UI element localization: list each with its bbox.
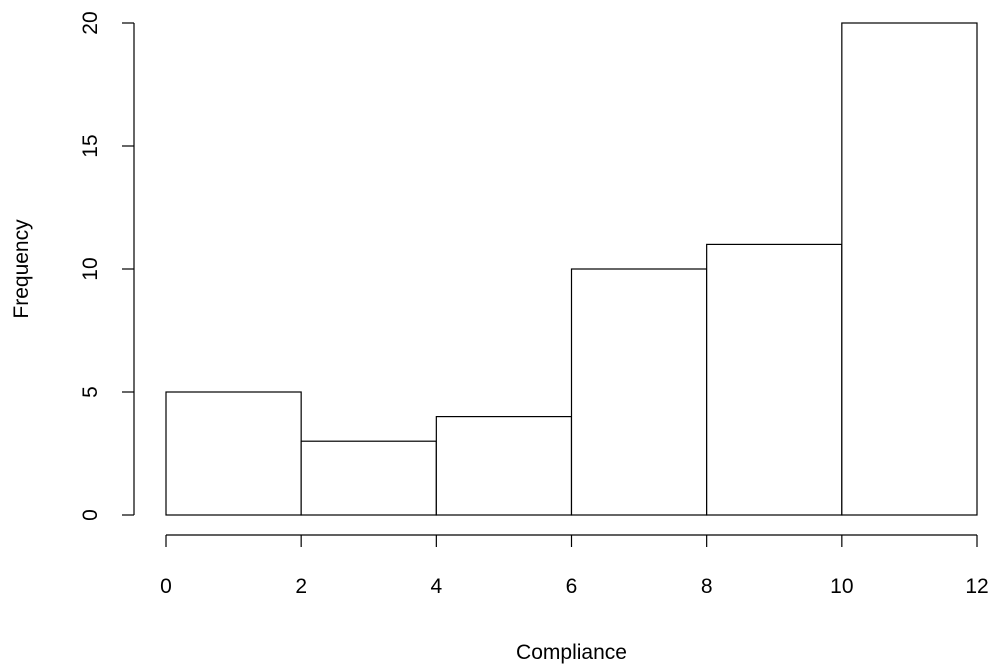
x-tick-label: 8 [701, 575, 713, 598]
y-tick-label: 20 [79, 11, 102, 34]
histogram-bar-2-4 [300, 440, 437, 516]
bars-group [165, 22, 978, 516]
y-tick-label: 10 [79, 257, 102, 280]
y-tick-label: 15 [79, 134, 102, 157]
histogram-bar-10-12 [841, 22, 978, 516]
histogram-bar-0-2 [165, 391, 302, 516]
histogram-bar-8-10 [706, 243, 843, 516]
y-axis-title: Frequency [10, 219, 33, 319]
x-tick-label: 2 [295, 575, 307, 598]
x-tick-label: 4 [430, 575, 442, 598]
y-tick-label: 0 [79, 509, 102, 521]
x-tick-label: 0 [160, 575, 172, 598]
x-axis: 0 2 4 6 8 10 12 [160, 534, 989, 598]
x-tick-label: 10 [830, 575, 853, 598]
x-tick-label: 6 [566, 575, 578, 598]
histogram-bar-6-8 [570, 268, 708, 516]
y-tick-label: 5 [79, 386, 102, 398]
y-axis: 0 5 10 15 20 [79, 11, 135, 521]
x-axis-title: Compliance [516, 641, 627, 664]
histogram-bar-4-6 [435, 416, 573, 516]
x-tick-label: 12 [965, 575, 988, 598]
